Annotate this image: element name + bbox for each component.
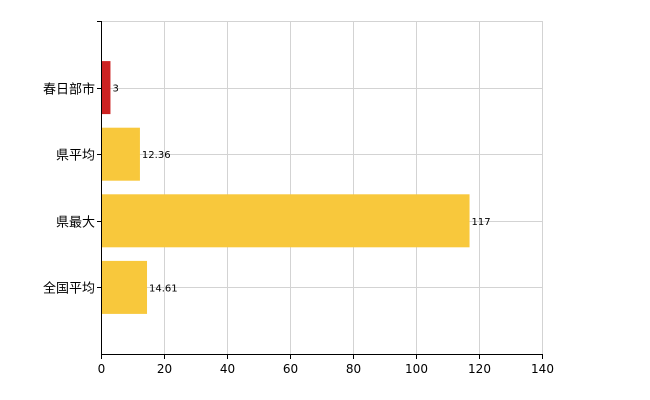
bar (101, 194, 470, 248)
x-tick-label: 20 (157, 362, 172, 376)
category-label: 県最大 (56, 216, 95, 231)
x-tick-label: 0 (98, 362, 106, 376)
category-label: 全国平均 (43, 281, 95, 297)
axes (97, 21, 543, 359)
x-tick-label: 120 (468, 362, 491, 376)
bar (101, 127, 140, 181)
bars (101, 61, 470, 314)
x-tick-label: 40 (220, 362, 235, 376)
data-label: 12.36 (142, 150, 171, 161)
x-tick-label: 100 (405, 362, 428, 376)
category-label: 県平均 (56, 149, 95, 164)
bar (101, 260, 148, 314)
data-label: 3 (112, 84, 118, 95)
x-tick-label: 60 (283, 362, 298, 376)
gridlines (101, 21, 543, 354)
data-label: 117 (472, 217, 491, 228)
x-tick-label: 80 (346, 362, 361, 376)
data-label: 14.61 (149, 283, 178, 294)
bar (101, 61, 111, 115)
category-label: 春日部市 (43, 82, 95, 98)
x-tick-label: 140 (531, 362, 554, 376)
